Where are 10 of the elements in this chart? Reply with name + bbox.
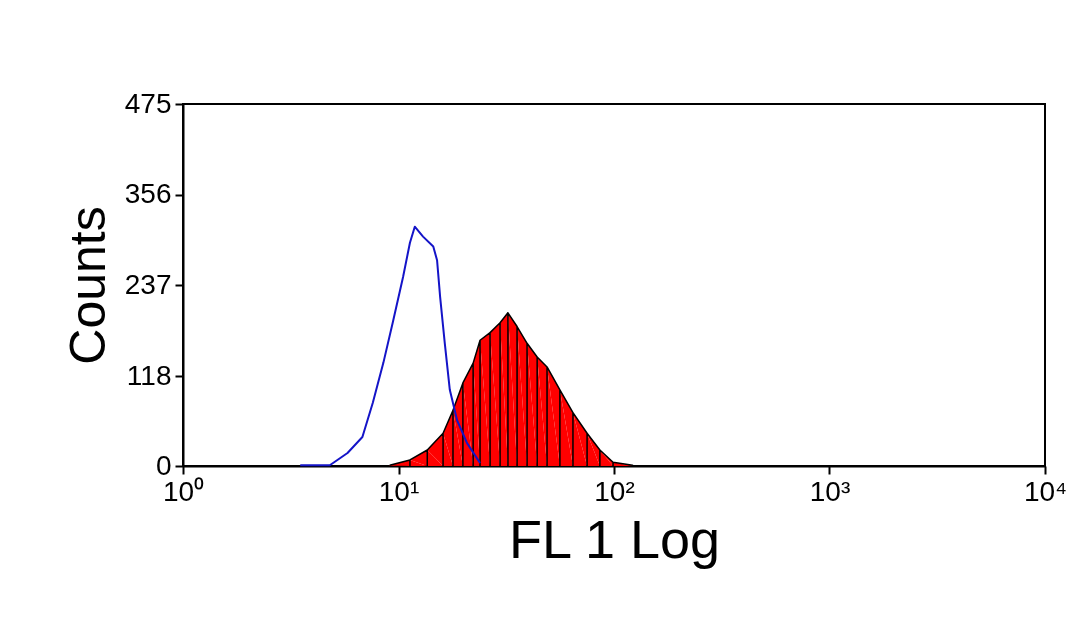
x-tick-label: 10¹ bbox=[378, 475, 420, 507]
x-tick-label: 10³ bbox=[809, 475, 851, 507]
y-axis-title: Counts bbox=[59, 206, 116, 365]
y-tick-label: 356 bbox=[124, 178, 172, 210]
x-tick-label: 10⁴ bbox=[1023, 475, 1068, 507]
y-tick-label: 475 bbox=[124, 87, 172, 119]
y-tick-label: 118 bbox=[126, 359, 172, 391]
x-axis-title: FL 1 Log bbox=[508, 508, 721, 569]
x-tick-label: 10² bbox=[594, 475, 635, 507]
y-tick-label: 237 bbox=[124, 268, 172, 300]
